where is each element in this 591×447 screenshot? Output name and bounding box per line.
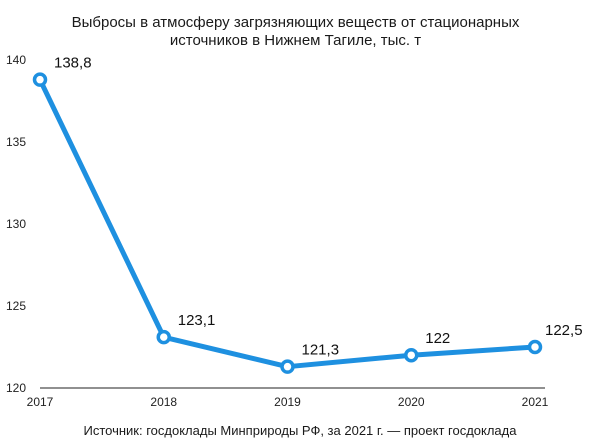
y-tick-label: 120 [6,381,26,395]
data-point [527,339,543,355]
data-label: 121,3 [302,342,340,359]
data-point [404,347,419,363]
data-label: 122,5 [545,322,583,339]
data-label: 122 [425,330,450,347]
y-tick-label: 140 [6,53,26,67]
chart-title: Выбросы в атмосферу загрязняющих веществ… [0,14,591,50]
x-tick-label: 2019 [274,395,301,409]
x-tick-label: 2020 [398,395,425,409]
data-point [280,359,295,374]
chart-title-line-2: источников в Нижнем Тагиле, тыс. т [169,32,422,49]
series-line [37,77,538,370]
y-tick-label: 135 [6,135,26,149]
data-label: 123,1 [178,312,216,329]
data-label: 138,8 [54,55,92,72]
source-note: Источник: госдоклады Минприроды РФ, за 2… [83,423,517,438]
x-tick-label: 2021 [522,395,549,409]
x-tick-label: 2018 [150,395,177,409]
x-tick-label: 2017 [27,395,54,409]
y-tick-label: 125 [6,299,26,313]
data-point [32,72,48,87]
chart-title-line-1: Выбросы в атмосферу загрязняющих веществ… [71,14,520,31]
data-point [156,329,171,345]
y-tick-label: 130 [6,217,26,231]
